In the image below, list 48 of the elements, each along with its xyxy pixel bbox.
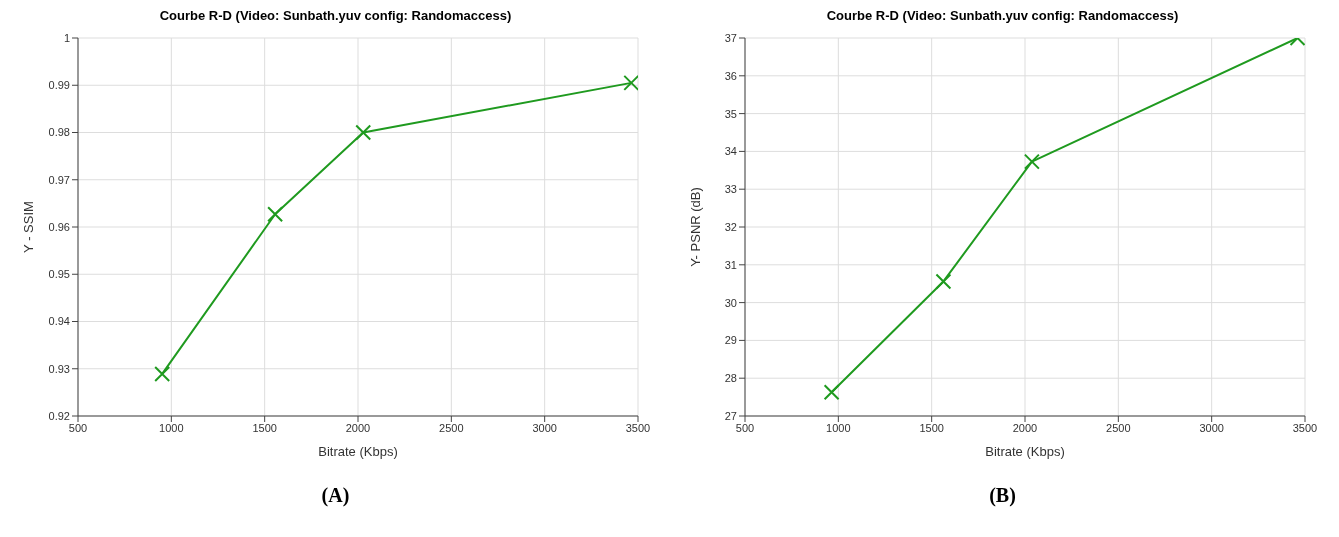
y-tick-label: 0.96 — [48, 220, 70, 233]
y-axis-title: Y - SSIM — [20, 201, 36, 253]
x-tick-label: 3000 — [1199, 421, 1224, 434]
x-tick-label: 3500 — [1292, 421, 1318, 434]
y-tick-label: 0.95 — [48, 268, 70, 281]
y-tick-label: 31 — [724, 258, 737, 271]
y-tick-label: 35 — [724, 107, 737, 120]
text: (A) — [320, 484, 351, 507]
point — [154, 365, 171, 382]
y-tick-label: 0.94 — [48, 315, 70, 328]
x-axis-title: Bitrate (Kbps) — [318, 444, 398, 459]
y-tick-label: 0.98 — [48, 126, 70, 139]
point — [935, 273, 952, 290]
y-tick-label: 1 — [63, 31, 70, 44]
x-tick-label: 500 — [735, 421, 755, 434]
x-axis-title: Bitrate (Kbps) — [985, 444, 1065, 459]
chart-title: Courbe R-D (Video: Sunbath.yuv config: Randomaccess) — [158, 8, 513, 25]
chart-title: Courbe R-D (Video: Sunbath.yuv config: Randomaccess) — [825, 8, 1180, 25]
x-tick-label: 500 — [68, 421, 88, 434]
x-tick-label: 2000 — [345, 421, 371, 434]
point — [623, 74, 638, 91]
x-tick-label: 2000 — [1012, 421, 1038, 434]
y-tick-label: 30 — [724, 296, 737, 309]
text: (B) — [988, 484, 1017, 507]
x-tick-label: 3000 — [532, 421, 557, 434]
x-tick-label: 1000 — [159, 421, 184, 434]
x-tick-label: 1500 — [919, 421, 944, 434]
y-tick-label: 0.93 — [48, 362, 70, 375]
point — [267, 206, 284, 223]
y-tick-label: 28 — [724, 372, 737, 385]
y-tick-label: 27 — [724, 409, 737, 422]
x-tick-label: 1500 — [252, 421, 277, 434]
y-tick-label: 34 — [724, 145, 737, 158]
x-tick-label: 2500 — [1106, 421, 1131, 434]
y-tick-label: 0.92 — [48, 409, 70, 422]
y-tick-label: 0.97 — [48, 173, 70, 186]
y-tick-label: 37 — [724, 31, 737, 44]
y-axis-title: Y- PSNR (dB) — [687, 187, 703, 267]
y-tick-label: 29 — [724, 334, 737, 347]
y-tick-label: 0.99 — [48, 79, 70, 92]
y-tick-label: 33 — [724, 183, 737, 196]
x-tick-label: 2500 — [439, 421, 464, 434]
point — [355, 124, 372, 141]
point — [823, 384, 840, 401]
y-tick-label: 36 — [724, 69, 737, 82]
y-tick-label: 32 — [724, 220, 737, 233]
x-tick-label: 3500 — [625, 421, 651, 434]
x-tick-label: 1000 — [826, 421, 851, 434]
